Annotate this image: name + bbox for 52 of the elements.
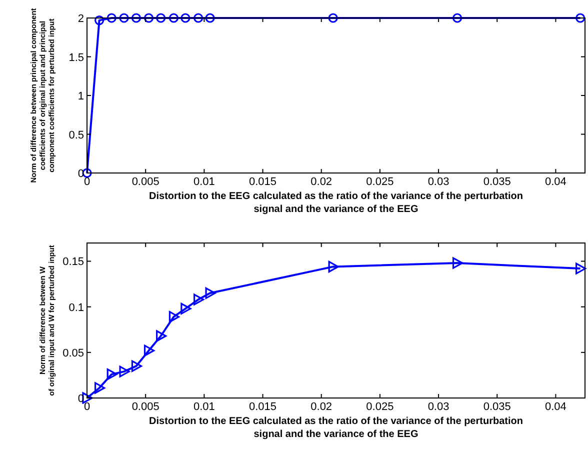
x-tick-label: 0.02 bbox=[310, 176, 332, 188]
x-axis-title: Distortion to the EEG calculated as the ratio of the variance of the perturbation signal and the variance of the EEG bbox=[149, 191, 523, 215]
y-tick-label: 0.15 bbox=[62, 256, 84, 268]
x-tick-label: 0.005 bbox=[132, 401, 160, 413]
y-tick-label: 0.1 bbox=[68, 302, 84, 314]
x-tick-label: 0.015 bbox=[249, 176, 277, 188]
point bbox=[452, 13, 462, 23]
y-tick-label: 2 bbox=[78, 13, 84, 25]
point bbox=[144, 13, 154, 23]
y-tick-label: 1 bbox=[78, 90, 84, 102]
point bbox=[106, 13, 116, 23]
point bbox=[205, 287, 216, 299]
x-tick-label: 0.01 bbox=[193, 401, 215, 413]
x-axis-title: Distortion to the EEG calculated as the ratio of the variance of the perturbation signal and the variance of the EEG bbox=[149, 416, 523, 440]
x-tick-label: 0.025 bbox=[366, 401, 394, 413]
y-tick-label: 1.5 bbox=[68, 52, 84, 64]
point bbox=[328, 260, 339, 273]
point bbox=[576, 13, 586, 23]
point bbox=[168, 311, 180, 323]
x-tick-label: 0.01 bbox=[193, 176, 215, 188]
point bbox=[119, 13, 129, 23]
x-tick-label: 0.005 bbox=[132, 176, 160, 188]
point bbox=[119, 366, 130, 378]
x-tick-label: 0.035 bbox=[483, 176, 511, 188]
point bbox=[328, 13, 338, 23]
x-tick-label: 0.025 bbox=[366, 176, 394, 188]
point bbox=[144, 344, 155, 356]
point bbox=[156, 13, 166, 23]
point bbox=[452, 257, 464, 269]
x-tick-label: 0.04 bbox=[544, 401, 566, 413]
point bbox=[131, 13, 142, 23]
y-tick-label: 0 bbox=[78, 168, 84, 180]
point bbox=[94, 382, 106, 394]
x-tick-label: 0.04 bbox=[544, 176, 566, 188]
x-tick-label: 0.02 bbox=[310, 401, 332, 413]
point bbox=[106, 368, 118, 380]
x-tick-label: 0.03 bbox=[428, 401, 450, 413]
point bbox=[94, 16, 104, 26]
point bbox=[194, 294, 204, 306]
y-tick-label: 0.05 bbox=[62, 347, 84, 360]
x-tick-label: 0.035 bbox=[483, 401, 511, 413]
point bbox=[194, 13, 204, 23]
y-tick-label: 0.5 bbox=[68, 129, 84, 142]
point bbox=[205, 13, 215, 23]
point bbox=[180, 302, 192, 314]
point bbox=[180, 13, 190, 23]
x-tick-label: 0.015 bbox=[249, 401, 277, 413]
point bbox=[131, 360, 142, 372]
point bbox=[156, 330, 167, 342]
point bbox=[576, 262, 586, 274]
x-tick-label: 0.03 bbox=[428, 176, 450, 188]
point bbox=[168, 13, 179, 23]
